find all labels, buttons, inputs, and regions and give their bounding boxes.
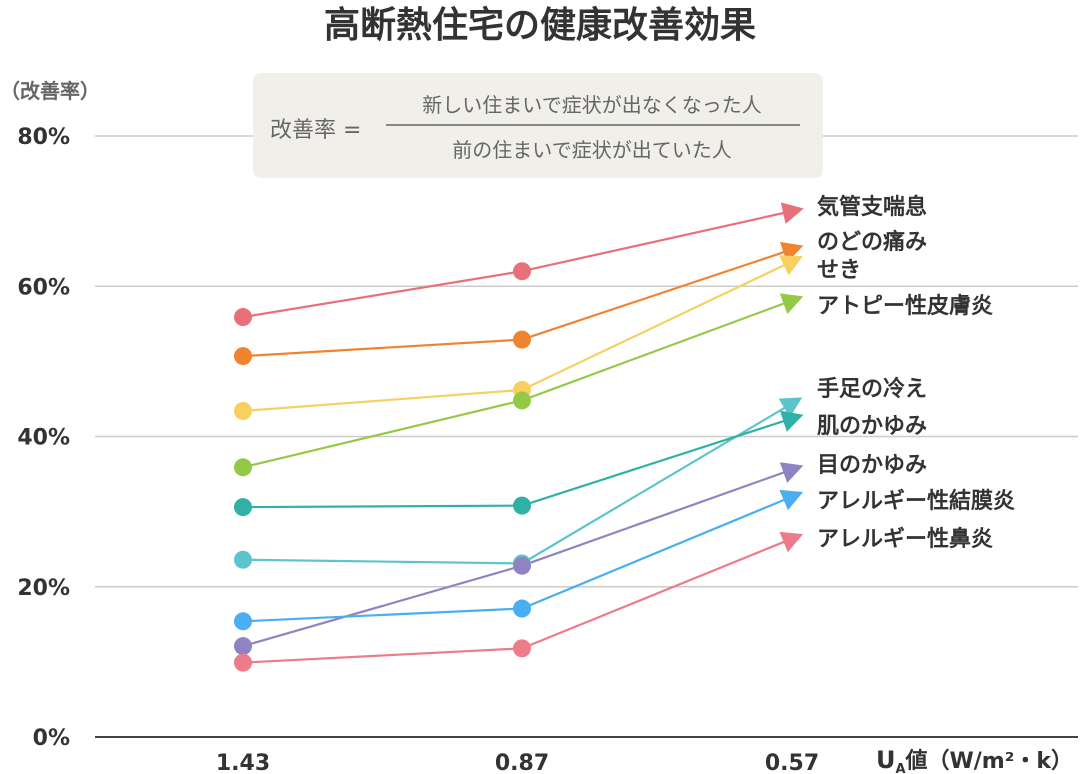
x-axis-label-subscript: A xyxy=(895,762,905,774)
formula-lhs: 改善率 = xyxy=(270,118,361,143)
end-arrow-marker xyxy=(779,293,804,314)
series-label: 気管支喘息 xyxy=(817,194,927,220)
y-tick-label: 80% xyxy=(17,125,70,150)
series-label: 目のかゆみ xyxy=(817,453,927,478)
series-line xyxy=(242,417,793,509)
end-arrow-marker xyxy=(780,202,804,224)
data-point-marker xyxy=(234,347,252,366)
series-labels: 気管支喘息のどの痛みせきアトピー性皮膚炎手足の冷え肌のかゆみ目のかゆみアレルギー… xyxy=(817,194,1015,552)
end-arrow-marker xyxy=(779,489,804,511)
x-tick-label: 0.57 xyxy=(765,751,819,774)
data-point-marker xyxy=(513,556,531,575)
chart-title: 高断熱住宅の健康改善効果 xyxy=(324,4,756,46)
data-point-marker xyxy=(234,612,252,631)
y-tick-label: 0% xyxy=(33,726,70,751)
data-point-marker xyxy=(513,599,531,618)
x-tick-label: 1.43 xyxy=(216,751,270,774)
series-line xyxy=(242,402,793,565)
data-point-marker xyxy=(234,653,252,672)
data-point-marker xyxy=(513,262,531,281)
y-axis-label: （改善率） xyxy=(0,79,100,103)
series-label: アレルギー性結膜炎 xyxy=(817,488,1015,514)
end-arrow-marker xyxy=(779,255,803,276)
data-point-marker xyxy=(234,550,252,569)
y-tick-label: 20% xyxy=(17,576,70,601)
series-label: アレルギー性鼻炎 xyxy=(817,526,993,552)
data-point-marker xyxy=(234,458,252,477)
data-point-marker xyxy=(513,391,531,410)
formula-numerator: 新しい住まいで症状が出なくなった人 xyxy=(422,93,761,117)
end-arrow-marker xyxy=(778,397,803,418)
x-axis-label-rest: 値（W/m²・k） xyxy=(905,749,1074,774)
series-markers xyxy=(234,202,804,672)
end-arrow-marker xyxy=(779,531,804,553)
data-point-marker xyxy=(234,308,252,327)
x-tick-label: 0.87 xyxy=(495,751,549,774)
data-point-marker xyxy=(234,401,252,420)
end-arrow-marker xyxy=(779,462,804,483)
data-point-marker xyxy=(513,330,531,349)
formula-box: 改善率 = 新しい住まいで症状が出なくなった人 前の住まいで症状が出ていた人 xyxy=(253,73,823,178)
end-arrow-marker xyxy=(780,410,804,432)
x-tick-labels: 1.43 0.87 0.57 xyxy=(216,751,819,774)
x-axis-label: UA値（W/m²・k） xyxy=(876,746,1073,774)
y-tick-labels: 0% 20% 40% 60% 80% xyxy=(17,125,70,751)
data-point-marker xyxy=(513,639,531,658)
formula-denominator: 前の住まいで症状が出ていた人 xyxy=(452,138,731,162)
data-point-marker xyxy=(234,498,252,517)
series-label: アトピー性皮膚炎 xyxy=(817,293,993,319)
data-point-marker xyxy=(234,637,252,656)
series-label: 手足の冷え xyxy=(817,376,927,402)
y-tick-label: 40% xyxy=(17,426,70,451)
x-axis-label-u: U xyxy=(876,746,896,774)
data-point-marker xyxy=(513,496,531,515)
y-tick-label: 60% xyxy=(17,275,70,300)
series-label: のどの痛み xyxy=(817,229,927,255)
series-label: 肌のかゆみ xyxy=(817,414,927,439)
series-label: せき xyxy=(817,258,861,283)
